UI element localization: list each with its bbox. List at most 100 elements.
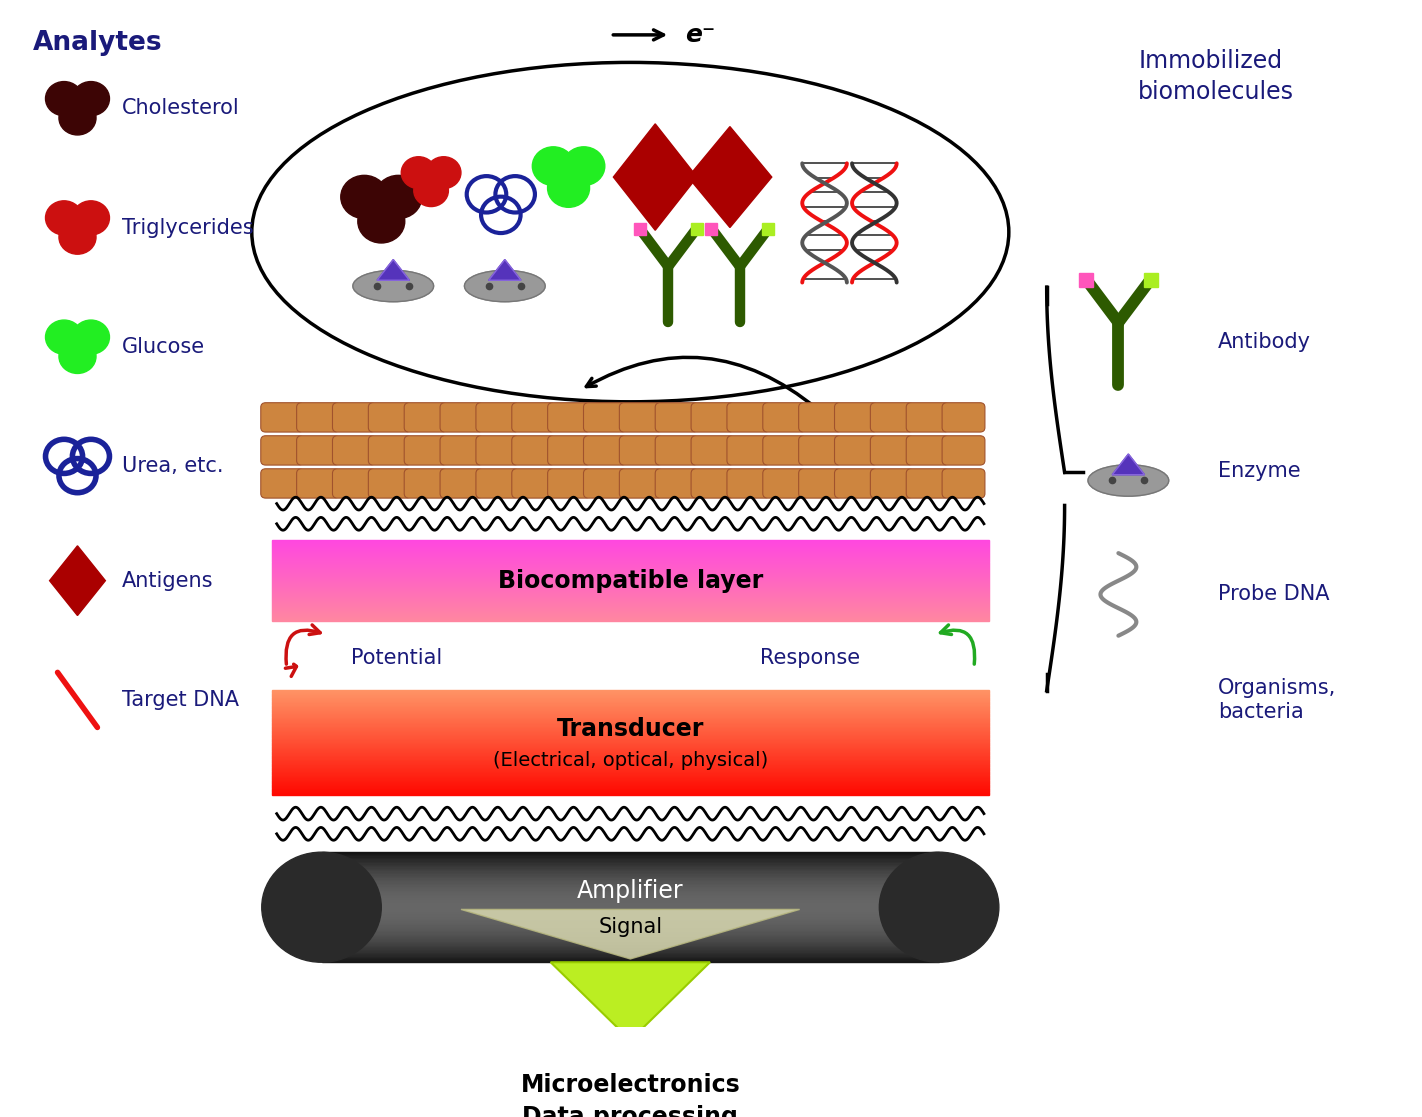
Bar [272, 713, 988, 714]
Bar [321, 888, 939, 889]
Bar [299, 1081, 961, 1083]
Bar [321, 948, 939, 949]
Bar [272, 737, 988, 738]
Bar [272, 706, 988, 707]
Bar [299, 1099, 961, 1100]
Circle shape [358, 200, 405, 244]
Bar [299, 1048, 961, 1049]
Bar [321, 853, 939, 855]
Bar [321, 916, 939, 917]
FancyBboxPatch shape [439, 436, 483, 465]
Bar [299, 1073, 961, 1076]
Bar [321, 880, 939, 881]
Bar [272, 732, 988, 734]
FancyBboxPatch shape [799, 436, 842, 465]
Bar [272, 786, 988, 787]
FancyBboxPatch shape [656, 403, 698, 432]
Bar [272, 760, 988, 761]
Bar [299, 1085, 961, 1086]
Bar [321, 911, 939, 913]
Bar [299, 1102, 961, 1104]
Circle shape [532, 146, 574, 185]
FancyBboxPatch shape [620, 436, 663, 465]
Bar [272, 764, 988, 765]
Bar [299, 1095, 961, 1096]
Bar [299, 1054, 961, 1056]
FancyBboxPatch shape [404, 403, 447, 432]
FancyBboxPatch shape [656, 469, 698, 498]
Bar [272, 766, 988, 767]
Bar [272, 789, 988, 790]
Bar [321, 878, 939, 880]
Bar [299, 1058, 961, 1059]
Text: Enzyme: Enzyme [1219, 460, 1301, 480]
Text: Antibody: Antibody [1219, 332, 1311, 352]
Bar [272, 739, 988, 742]
FancyBboxPatch shape [439, 403, 483, 432]
Circle shape [46, 82, 82, 116]
FancyBboxPatch shape [727, 403, 769, 432]
Bar [272, 752, 988, 753]
Bar [272, 709, 988, 710]
Circle shape [375, 175, 422, 219]
Bar [299, 1056, 961, 1057]
Bar [272, 776, 988, 779]
FancyBboxPatch shape [297, 403, 340, 432]
Bar [272, 710, 988, 713]
Bar [272, 793, 988, 794]
Bar [321, 889, 939, 890]
Text: Glucose: Glucose [122, 336, 205, 356]
Bar [321, 871, 939, 872]
FancyBboxPatch shape [547, 436, 590, 465]
FancyBboxPatch shape [870, 469, 913, 498]
Circle shape [547, 169, 590, 208]
Bar [272, 757, 988, 758]
Bar [321, 908, 939, 910]
Bar [321, 932, 939, 934]
Bar [272, 715, 988, 716]
Ellipse shape [879, 852, 998, 962]
FancyBboxPatch shape [260, 436, 304, 465]
Text: Microelectronics: Microelectronics [520, 1073, 741, 1097]
Bar [299, 1065, 961, 1066]
Bar [321, 862, 939, 863]
Bar [321, 863, 939, 865]
Bar [321, 884, 939, 885]
Bar [299, 1106, 961, 1107]
Bar [321, 947, 939, 948]
Bar [272, 772, 988, 773]
FancyBboxPatch shape [727, 436, 769, 465]
Bar [272, 756, 988, 757]
Bar [299, 1087, 961, 1088]
FancyBboxPatch shape [260, 469, 304, 498]
FancyBboxPatch shape [297, 469, 340, 498]
FancyBboxPatch shape [799, 469, 842, 498]
Bar [272, 719, 988, 720]
FancyBboxPatch shape [476, 436, 519, 465]
Bar [321, 953, 939, 954]
Bar [272, 722, 988, 723]
Text: Amplifier: Amplifier [577, 879, 684, 903]
Text: Biocompatible layer: Biocompatible layer [498, 569, 764, 593]
Bar [299, 1094, 961, 1095]
Circle shape [563, 146, 604, 185]
Bar [321, 890, 939, 892]
Polygon shape [688, 126, 772, 228]
Bar [321, 865, 939, 866]
Bar [299, 1047, 961, 1048]
Bar [272, 727, 988, 728]
Bar [321, 857, 939, 858]
Bar [321, 894, 939, 895]
Bar [272, 781, 988, 782]
Bar [321, 924, 939, 925]
Bar [299, 1110, 961, 1113]
Bar [299, 1070, 961, 1071]
FancyBboxPatch shape [691, 469, 734, 498]
Bar [299, 1083, 961, 1085]
Bar [272, 698, 988, 699]
Bar [321, 898, 939, 899]
Bar [272, 775, 988, 776]
Bar [299, 1091, 961, 1092]
Bar [299, 1115, 961, 1116]
Circle shape [401, 156, 435, 189]
